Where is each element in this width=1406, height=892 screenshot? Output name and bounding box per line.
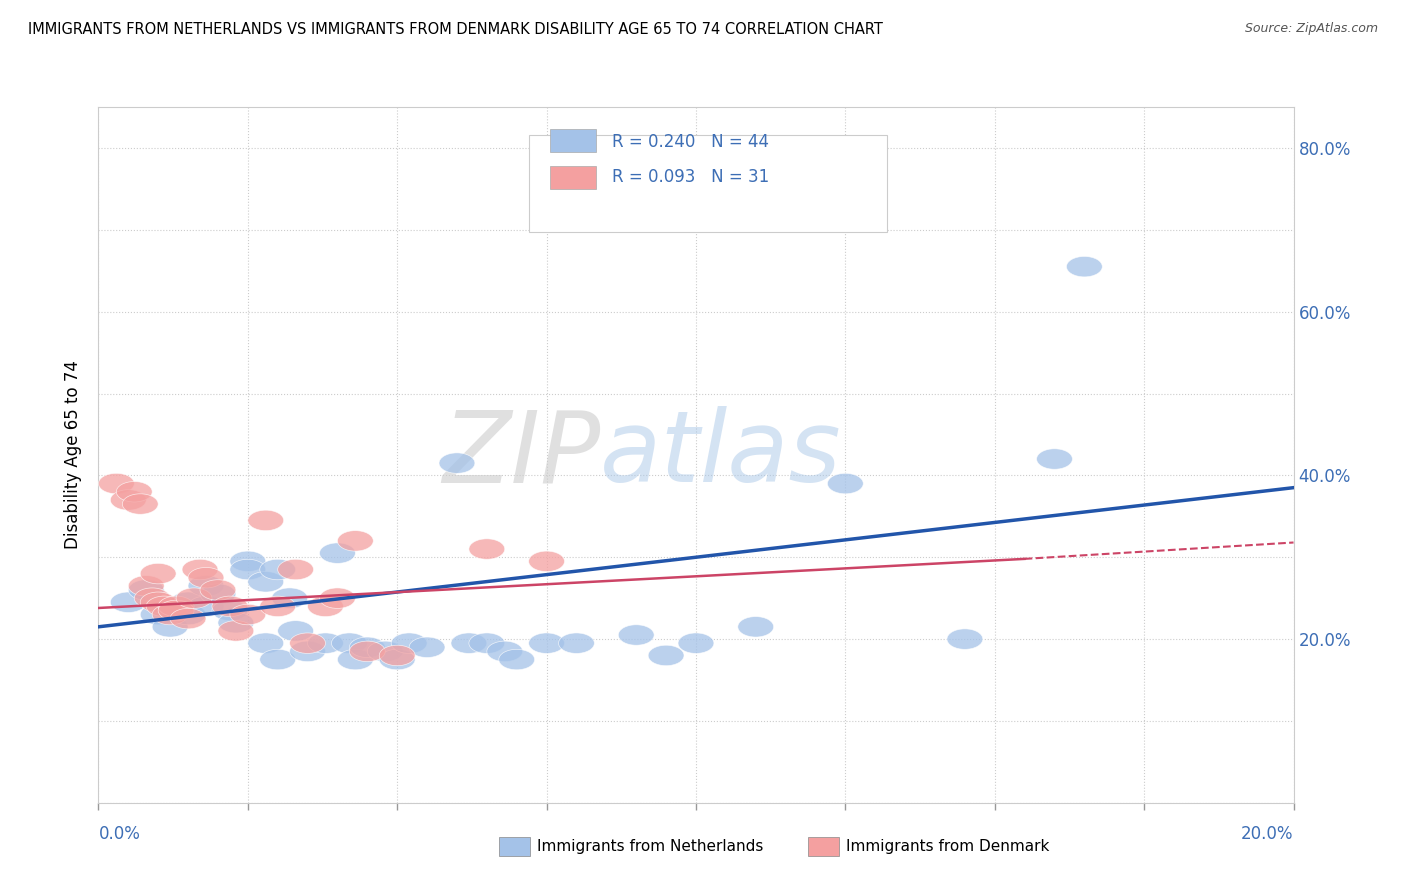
Ellipse shape bbox=[260, 596, 295, 616]
Ellipse shape bbox=[200, 584, 236, 604]
Ellipse shape bbox=[470, 539, 505, 559]
Ellipse shape bbox=[332, 633, 367, 654]
Ellipse shape bbox=[380, 649, 415, 670]
Ellipse shape bbox=[308, 596, 343, 616]
Text: IMMIGRANTS FROM NETHERLANDS VS IMMIGRANTS FROM DENMARK DISABILITY AGE 65 TO 74 C: IMMIGRANTS FROM NETHERLANDS VS IMMIGRANT… bbox=[28, 22, 883, 37]
Text: Source: ZipAtlas.com: Source: ZipAtlas.com bbox=[1244, 22, 1378, 36]
Ellipse shape bbox=[98, 474, 135, 494]
Ellipse shape bbox=[176, 588, 212, 608]
Text: R = 0.240   N = 44: R = 0.240 N = 44 bbox=[613, 133, 769, 151]
FancyBboxPatch shape bbox=[550, 166, 596, 188]
Ellipse shape bbox=[319, 543, 356, 564]
Y-axis label: Disability Age 65 to 74: Disability Age 65 to 74 bbox=[65, 360, 83, 549]
Ellipse shape bbox=[738, 616, 773, 637]
Ellipse shape bbox=[486, 641, 523, 662]
Ellipse shape bbox=[247, 572, 284, 592]
Ellipse shape bbox=[135, 588, 170, 608]
Ellipse shape bbox=[529, 633, 565, 654]
Ellipse shape bbox=[260, 559, 295, 580]
Ellipse shape bbox=[188, 596, 224, 616]
Ellipse shape bbox=[188, 567, 224, 588]
Text: 20.0%: 20.0% bbox=[1241, 825, 1294, 843]
Ellipse shape bbox=[218, 613, 254, 633]
Ellipse shape bbox=[367, 641, 404, 662]
Ellipse shape bbox=[271, 588, 308, 608]
Ellipse shape bbox=[183, 559, 218, 580]
Ellipse shape bbox=[439, 453, 475, 474]
Ellipse shape bbox=[337, 531, 373, 551]
Text: R = 0.093   N = 31: R = 0.093 N = 31 bbox=[613, 168, 769, 186]
Ellipse shape bbox=[111, 490, 146, 510]
Ellipse shape bbox=[350, 641, 385, 662]
Ellipse shape bbox=[278, 621, 314, 641]
Ellipse shape bbox=[260, 649, 295, 670]
Ellipse shape bbox=[122, 494, 159, 515]
Ellipse shape bbox=[499, 649, 534, 670]
Ellipse shape bbox=[141, 564, 176, 584]
Ellipse shape bbox=[451, 633, 486, 654]
Ellipse shape bbox=[1067, 256, 1102, 277]
Ellipse shape bbox=[170, 604, 207, 624]
Ellipse shape bbox=[290, 633, 326, 654]
Ellipse shape bbox=[128, 575, 165, 596]
Ellipse shape bbox=[470, 633, 505, 654]
Ellipse shape bbox=[231, 559, 266, 580]
Ellipse shape bbox=[152, 604, 188, 624]
Ellipse shape bbox=[170, 608, 207, 629]
Ellipse shape bbox=[619, 624, 654, 645]
Ellipse shape bbox=[159, 596, 194, 616]
Ellipse shape bbox=[827, 474, 863, 494]
FancyBboxPatch shape bbox=[550, 129, 596, 153]
Text: Immigrants from Denmark: Immigrants from Denmark bbox=[846, 839, 1050, 854]
Ellipse shape bbox=[247, 510, 284, 531]
Ellipse shape bbox=[152, 616, 188, 637]
Ellipse shape bbox=[111, 592, 146, 613]
Ellipse shape bbox=[1036, 449, 1073, 469]
Ellipse shape bbox=[212, 600, 247, 621]
Text: Immigrants from Netherlands: Immigrants from Netherlands bbox=[537, 839, 763, 854]
Ellipse shape bbox=[159, 600, 194, 621]
Ellipse shape bbox=[290, 641, 326, 662]
Ellipse shape bbox=[212, 596, 247, 616]
Ellipse shape bbox=[319, 588, 356, 608]
Ellipse shape bbox=[409, 637, 446, 657]
Text: ZIP: ZIP bbox=[441, 407, 600, 503]
Ellipse shape bbox=[278, 559, 314, 580]
Ellipse shape bbox=[558, 633, 595, 654]
Ellipse shape bbox=[350, 637, 385, 657]
Text: atlas: atlas bbox=[600, 407, 842, 503]
Ellipse shape bbox=[337, 649, 373, 670]
Ellipse shape bbox=[170, 592, 207, 613]
Ellipse shape bbox=[678, 633, 714, 654]
Ellipse shape bbox=[529, 551, 565, 572]
Ellipse shape bbox=[308, 633, 343, 654]
Ellipse shape bbox=[231, 604, 266, 624]
Ellipse shape bbox=[380, 645, 415, 665]
Text: 0.0%: 0.0% bbox=[98, 825, 141, 843]
Ellipse shape bbox=[146, 596, 183, 616]
FancyBboxPatch shape bbox=[529, 135, 887, 232]
Ellipse shape bbox=[247, 633, 284, 654]
Ellipse shape bbox=[231, 551, 266, 572]
Ellipse shape bbox=[648, 645, 685, 665]
Ellipse shape bbox=[117, 482, 152, 502]
Ellipse shape bbox=[141, 592, 176, 613]
Ellipse shape bbox=[141, 604, 176, 624]
Ellipse shape bbox=[391, 633, 427, 654]
Ellipse shape bbox=[200, 580, 236, 600]
Ellipse shape bbox=[218, 621, 254, 641]
Ellipse shape bbox=[188, 575, 224, 596]
Ellipse shape bbox=[128, 580, 165, 600]
Ellipse shape bbox=[948, 629, 983, 649]
